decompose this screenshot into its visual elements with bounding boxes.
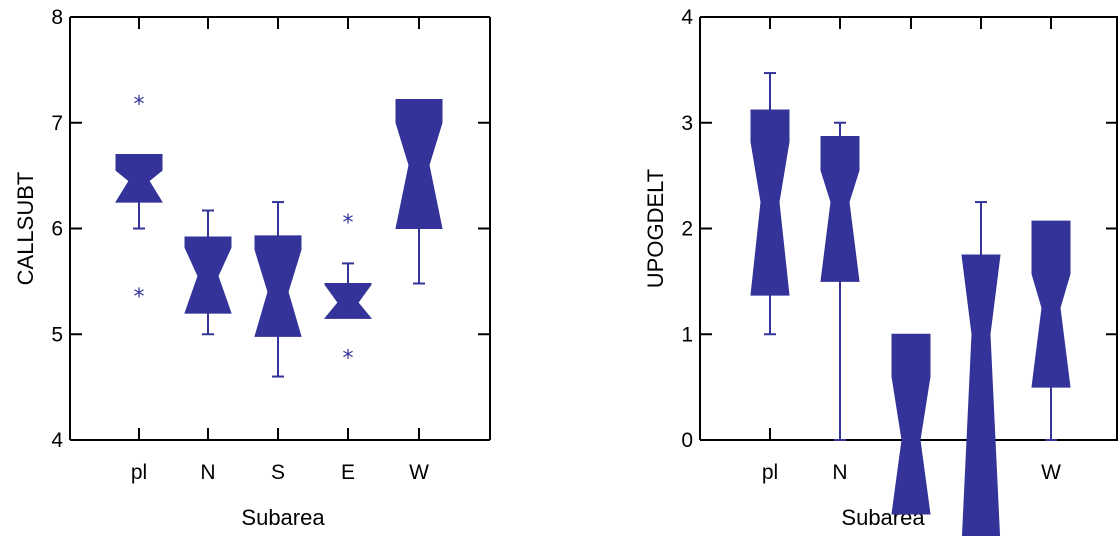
y-tick-label: 2 [681,218,693,241]
y-axis-title: UPOGDELT [643,169,668,288]
x-tick-label: E [341,461,355,484]
box-S [254,201,302,378]
notched-box [750,109,790,296]
y-tick-label: 8 [51,6,63,29]
y-tick-label: 3 [681,112,693,135]
chart-panel-2: 01234plNSEWSubareaUPOGDELT [643,6,1118,536]
outlier-marker: * [134,285,145,310]
x-tick-label: N [200,461,215,484]
notched-box [820,135,860,282]
outlier-marker: * [343,346,354,371]
notched-box [891,333,931,515]
notched-box [323,282,373,319]
y-tick-label: 4 [51,429,63,452]
box-N [820,121,860,441]
x-tick-label: W [1041,461,1061,484]
box-W [1031,220,1071,441]
x-tick-label: pl [131,461,147,484]
x-tick-label: S [271,461,285,484]
y-tick-label: 1 [681,323,693,346]
x-tick-label: W [409,461,429,484]
box-pl [750,72,790,336]
notched-box [115,153,163,203]
y-tick-label: 4 [681,6,693,29]
notched-box [395,98,443,229]
y-tick-label: 7 [51,112,63,135]
box-N [184,209,232,336]
box-E: ** [323,211,373,371]
x-axis-title: Subarea [241,505,325,530]
y-tick-label: 6 [51,218,63,241]
outlier-marker: * [343,211,354,236]
outlier-marker: * [134,92,145,117]
notched-box [961,254,1001,536]
y-tick-label: 0 [681,429,693,452]
notched-box [184,236,232,314]
box-S [891,333,931,515]
box-E [961,201,1001,536]
box-pl: ** [115,92,163,310]
y-axis-title: CALLSUBT [13,172,38,286]
x-tick-label: pl [762,461,778,484]
box-W [395,98,443,285]
notched-box [1031,220,1071,388]
x-tick-label: N [832,461,847,484]
y-tick-label: 5 [51,323,63,346]
notched-box [254,235,302,337]
